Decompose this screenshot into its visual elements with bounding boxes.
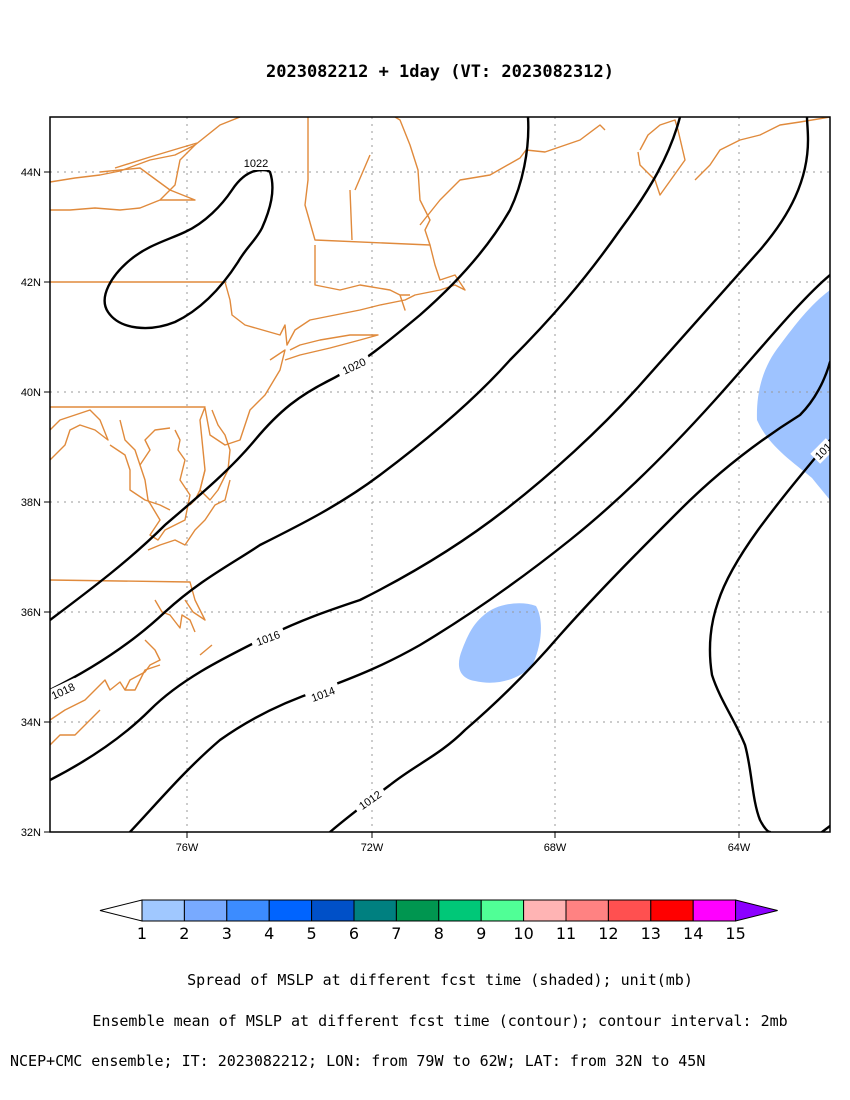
colorbar-label: 14 [683,924,703,943]
isobar-1022-closed [103,168,274,330]
lat-label-44n: 44N [21,167,41,179]
colorbar-cell [141,899,185,922]
maine-coast [419,124,606,226]
nc-outer-banks [124,599,213,691]
lon-label-68w: 68W [544,842,567,854]
va-nc-border [50,579,206,621]
us-canada-border [50,144,196,211]
colorbar-labels: 1 2 3 4 5 6 7 8 9 10 11 12 13 14 15 [137,924,746,943]
footer-line-3: NCEP+CMC ensemble; IT: 2023082212; LON: … [10,1052,705,1070]
tick-marks [44,171,740,838]
coastlines-and-borders [50,117,830,746]
colorbar-cell [607,899,652,922]
isobars [50,117,830,832]
chesapeake-bay [139,427,191,541]
cape-breton-coast [694,117,830,181]
canada-border-east [194,117,241,146]
colorbar-cell [311,899,355,922]
lat-label-40n: 40N [21,387,41,399]
nh-vt-border [304,117,431,246]
ny-pa-border [50,244,466,346]
colorbar-cell [438,899,482,922]
colorbar-label: 10 [513,924,533,943]
colorbar-label: 1 [137,924,147,943]
virginia-border [50,409,109,461]
lat-label-42n: 42N [21,277,41,289]
lon-label-64w: 64W [728,842,751,854]
virginia-coast [147,479,231,551]
isobar-1018 [50,117,682,692]
map-title: 2023082212 + 1day (VT: 2023082312) [266,62,614,82]
colorbar-cell [183,899,228,922]
isobar-1020 [50,117,530,622]
colorbar-label: 5 [307,924,317,943]
nj-coast [204,349,286,446]
colorbar-label: 9 [476,924,486,943]
massachusetts-south-coast [314,245,410,311]
sc-coast [50,709,101,746]
contour-label-1022: 1022 [238,156,272,170]
isobar-1014 [128,273,830,832]
va-inland-border [109,419,171,511]
svg-text:1022: 1022 [244,158,268,170]
nova-scotia-coast [637,119,686,196]
colorbar-label: 15 [725,924,745,943]
colorbar-label: 12 [598,924,618,943]
latitude-labels: 44N 42N 40N 38N 36N 34N 32N [21,167,41,839]
lat-label-32n: 32N [21,827,41,839]
longitude-labels: 76W 72W 68W 64W [176,842,751,854]
colorbar-cell [395,899,440,922]
colorbar-cells [99,899,778,922]
colorbar-label: 11 [556,924,576,943]
colorbar-cell [523,899,567,922]
plot-background [50,117,830,832]
isobar-1012 [328,360,830,832]
footer-line-1: Spread of MSLP at different fcst time (s… [187,971,693,989]
colorbar-cell [565,899,609,922]
lat-label-38n: 38N [21,497,41,509]
spread-shading-central [458,603,541,683]
isobar-1016 [50,117,810,782]
plot-frame [49,116,831,833]
colorbar-cell [226,899,270,922]
spread-shading-offshore-east [756,290,830,500]
isobar-1010 [708,438,830,832]
vt-west-border [349,154,371,241]
colorbar-cell [480,899,525,922]
graticule [50,117,830,832]
colorbar-label: 8 [434,924,444,943]
nc-coast-south [50,664,161,721]
long-island [284,334,379,361]
colorbar-cell [692,899,737,922]
lat-label-34n: 34N [21,717,41,729]
footer-line-2: Ensemble mean of MSLP at different fcst … [92,1012,787,1030]
colorbar-label: 3 [222,924,232,943]
colorbar-label: 2 [179,924,189,943]
quebec-border-north [99,142,198,201]
colorbar-cell [268,899,313,922]
colorbar-label: 7 [391,924,401,943]
contour-labels: 1022 1020 1018 1016 1014 [50,156,830,816]
colorbar-label: 4 [264,924,274,943]
colorbar: 1 2 3 4 5 6 7 8 9 10 11 12 13 14 15 [99,899,778,943]
lon-label-72w: 72W [361,842,384,854]
colorbar-label: 13 [641,924,661,943]
colorbar-label: 6 [349,924,359,943]
colorbar-arrow-high [735,899,778,922]
lat-label-36n: 36N [21,607,41,619]
map-plot-area: 1022 1020 1018 1016 1014 [21,116,831,854]
colorbar-arrow-low [99,899,143,922]
colorbar-cell [353,899,397,922]
lon-label-76w: 76W [176,842,199,854]
colorbar-cell [650,899,694,922]
